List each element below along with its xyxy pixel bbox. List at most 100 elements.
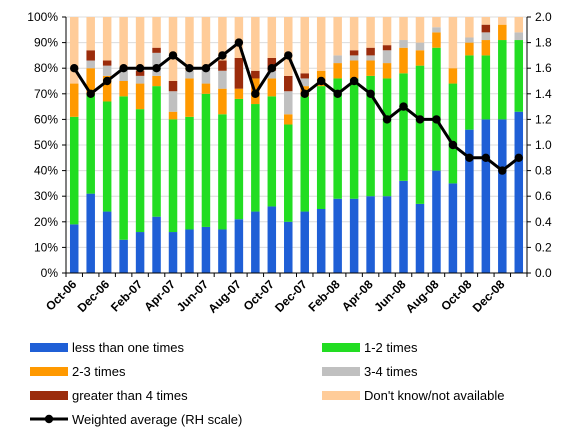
bar-segment [119, 239, 128, 273]
bar-segment [119, 17, 128, 69]
legend-label: greater than 4 times [72, 388, 188, 403]
weighted-average-point [333, 89, 342, 99]
bar-segment [399, 40, 408, 48]
bar-segment [168, 111, 178, 120]
bar-segment [382, 78, 392, 197]
weighted-average-point [498, 166, 507, 175]
bar-segment [481, 24, 491, 33]
weighted-average-point [481, 153, 491, 162]
legend-label: 1-2 times [364, 340, 418, 355]
bar-segment [316, 209, 326, 273]
bar-segment [498, 119, 507, 274]
bar-segment [514, 32, 524, 41]
weighted-average-point [218, 51, 227, 60]
weighted-average-point [448, 140, 458, 150]
bar-segment [415, 42, 425, 51]
right-tick-label: 0.0 [535, 266, 552, 280]
bar-segment [349, 17, 359, 51]
legend-label: less than one times [72, 340, 185, 355]
weighted-average-point [251, 89, 260, 99]
bar-segment [135, 75, 145, 84]
legend-swatch [30, 367, 68, 376]
bar-segment [382, 63, 392, 79]
bar-segment [481, 119, 491, 274]
x-tick-label: Dec-08 [470, 277, 508, 315]
bar-segment [300, 211, 309, 273]
bar-segment [465, 17, 474, 38]
legend-swatch [322, 367, 360, 376]
left-tick-label: 50% [34, 138, 58, 152]
bar-segment [135, 232, 145, 273]
bar-segment [251, 70, 260, 79]
weighted-average-point [119, 63, 128, 73]
bar-segment [333, 198, 342, 273]
bar-segment [284, 124, 293, 222]
right-tick-label: 0.8 [535, 164, 552, 178]
bar-segment [234, 57, 244, 89]
bar-segment [399, 47, 408, 74]
legend-label: Don't know/not available [364, 388, 505, 403]
legend-swatch [30, 391, 68, 400]
bar-segment [415, 17, 425, 43]
bar-segment [135, 83, 145, 110]
weighted-average-point [382, 115, 392, 124]
right-tick-label: 1.4 [535, 87, 552, 101]
right-tick-label: 0.2 [535, 240, 552, 254]
x-tick-label: Oct-06 [43, 277, 80, 314]
bar-segment [349, 50, 359, 56]
legend-swatch [322, 343, 360, 352]
bar-segment [382, 196, 392, 273]
bar-segment [498, 40, 507, 120]
bar-segment [168, 81, 178, 92]
x-axis-ticks: Oct-06Dec-06Feb-07Apr-07Jun-07Aug-07Oct-… [43, 277, 508, 316]
bar-segment [366, 55, 375, 61]
weighted-average-point [399, 102, 408, 111]
bar-segment [135, 109, 145, 233]
weighted-average-point [201, 63, 211, 73]
weighted-average-point [168, 51, 178, 60]
bar-segment [300, 73, 309, 79]
bar-segment [514, 40, 524, 112]
bar-segment [69, 224, 79, 273]
bar-segment [218, 114, 227, 230]
bar-segment [316, 86, 326, 209]
bar-segment [267, 17, 277, 58]
bar-segment [399, 180, 408, 273]
right-tick-label: 0.6 [535, 189, 552, 203]
bar-segment [185, 78, 194, 117]
legend-swatch [30, 343, 68, 352]
weighted-average-point [234, 38, 244, 47]
left-tick-label: 80% [34, 61, 58, 75]
weighted-average-point [415, 115, 425, 124]
bar-segment [382, 45, 392, 51]
bar-segment [284, 91, 293, 115]
x-tick-label: Aug-07 [205, 277, 244, 316]
bar-segment [333, 63, 342, 79]
bar-segment [168, 17, 178, 81]
bar-segment [69, 17, 79, 84]
bar-segment [86, 17, 95, 51]
bar-segment [366, 196, 375, 273]
bar-segment [316, 17, 326, 71]
bar-segment [366, 17, 375, 48]
bar-segment [152, 216, 161, 273]
weighted-average-point [432, 115, 441, 124]
bar-segment [218, 60, 227, 71]
right-tick-label: 1.8 [535, 36, 552, 50]
bar-segment [333, 78, 342, 199]
bar-segment [284, 17, 293, 76]
bar-segment [382, 17, 392, 46]
bar-segment [251, 104, 260, 212]
weighted-average-line [70, 38, 523, 175]
bar-segment [251, 211, 260, 273]
bar-segment [366, 60, 375, 76]
bar-segment [465, 129, 474, 273]
bar-segment [415, 50, 425, 66]
bar-segment [448, 17, 458, 69]
x-tick-label: Oct-07 [241, 277, 278, 314]
bar-segment [465, 42, 474, 56]
bar-segment [185, 17, 194, 71]
bar-segment [432, 47, 441, 171]
bar-segment [218, 17, 227, 61]
x-tick-label: Jun-07 [174, 277, 211, 314]
